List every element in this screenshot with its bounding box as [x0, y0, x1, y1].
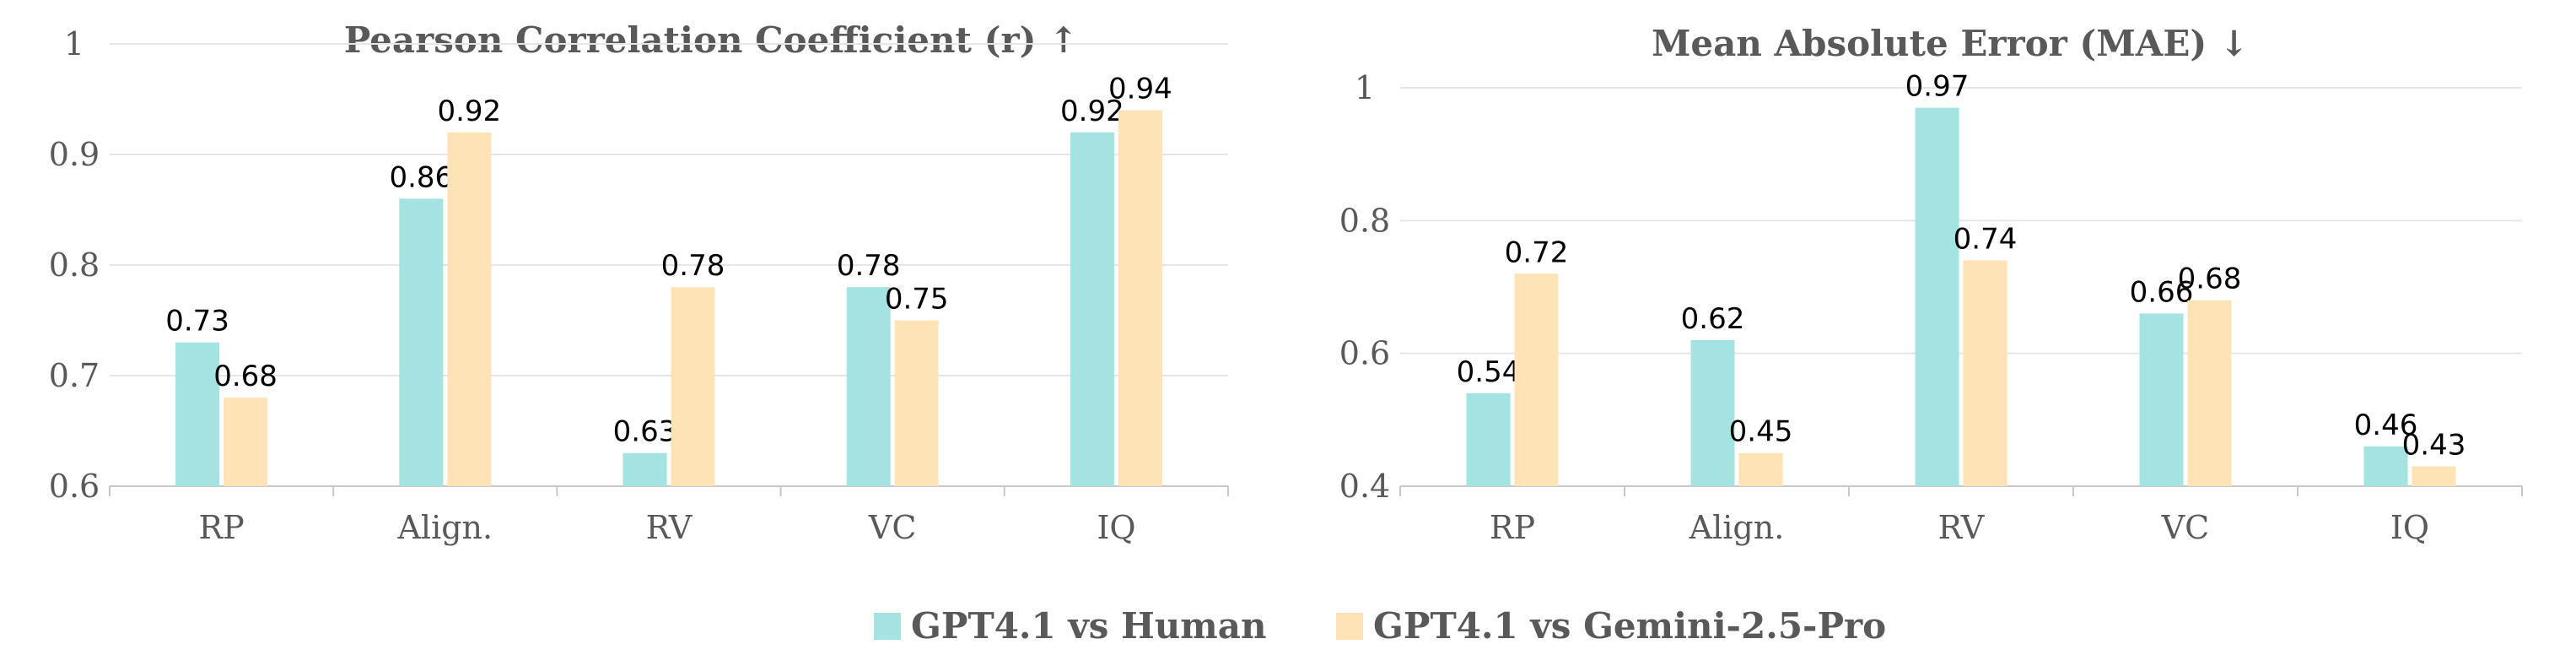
data-label: 0.63 [613, 415, 677, 449]
bar-gpt-vs-human [846, 287, 891, 486]
data-label: 0.92 [1060, 95, 1124, 128]
data-label: 0.78 [661, 249, 725, 283]
chart-1: Pearson Correlation Coefficient (r) ↑ 0.6… [49, 19, 1229, 546]
data-label: 0.62 [1681, 302, 1745, 336]
y-tick-label: 0.4 [1339, 468, 1390, 505]
bar-gpt-vs-human [622, 452, 667, 486]
data-label: 0.68 [2178, 263, 2242, 296]
y-tick-label: 0.6 [49, 468, 100, 505]
data-label: 0.43 [2402, 428, 2466, 462]
category-label: Align. [1689, 509, 1785, 546]
bar-gpt-vs-gemini [2187, 300, 2232, 486]
y-tick-label: 0.7 [49, 357, 100, 394]
bar-gpt-vs-human [2363, 446, 2408, 486]
legend-swatch [1336, 613, 1363, 640]
data-label: 0.92 [437, 95, 501, 128]
bar-gpt-vs-gemini [447, 132, 492, 487]
chart-title: Pearson Correlation Coefficient (r) ↑ [344, 19, 1079, 61]
bar-gpt-vs-human [1915, 107, 1959, 486]
data-label: 0.66 [2130, 275, 2194, 309]
data-label: 0.74 [1954, 223, 2018, 257]
legend-label: GPT4.1 vs Gemini-2.5-Pro [1373, 605, 1886, 647]
chart-2: Mean Absolute Error (MAE) ↓ 0.4 0.6 0.8 1 RP 0… [1339, 23, 2523, 546]
category-label: RP [199, 509, 245, 546]
bar-gpt-vs-human [399, 198, 444, 486]
category-label: Align. [396, 509, 493, 546]
data-label: 0.72 [1505, 235, 1569, 269]
data-label: 0.46 [2354, 409, 2418, 442]
bar-gpt-vs-human [2139, 313, 2184, 486]
bar-gpt-vs-gemini [894, 320, 939, 486]
y-tick-label: 0.6 [1339, 335, 1390, 372]
legend-label: GPT4.1 vs Human [911, 605, 1266, 647]
category-label: IQ [2390, 509, 2429, 546]
legend: GPT4.1 vs Human GPT4.1 vs Gemini-2.5-Pro [874, 605, 1886, 647]
data-label: 0.78 [837, 249, 901, 283]
data-label: 0.68 [213, 360, 278, 393]
y-tick-label: 0.9 [49, 136, 100, 173]
bar-gpt-vs-gemini [224, 398, 268, 486]
category-label: VC [2161, 509, 2210, 546]
legend-swatch [874, 613, 901, 640]
bar-gpt-vs-gemini [1514, 273, 1559, 486]
category-label: RV [646, 509, 693, 546]
y-tick-label: 1 [1355, 69, 1375, 106]
data-label: 0.97 [1905, 70, 1970, 104]
category-label: RV [1938, 509, 1985, 546]
category-label: RP [1490, 509, 1535, 546]
data-label: 0.86 [389, 160, 453, 194]
bar-gpt-vs-gemini [2412, 466, 2456, 486]
data-label: 0.45 [1729, 415, 1793, 449]
category-label: IQ [1097, 509, 1135, 546]
y-tick-label: 0.8 [1339, 202, 1390, 239]
y-tick-label: 1 [64, 25, 84, 62]
data-label: 0.73 [165, 305, 229, 338]
bar-gpt-vs-human [1070, 132, 1114, 487]
bar-gpt-vs-human [1466, 392, 1511, 486]
y-tick-label: 0.8 [49, 246, 100, 284]
data-label: 0.54 [1457, 355, 1521, 389]
bar-gpt-vs-human [1690, 339, 1735, 486]
bar-gpt-vs-gemini [1738, 452, 1783, 486]
category-label: VC [868, 509, 917, 546]
data-label: 0.75 [885, 283, 949, 317]
bar-gpt-vs-gemini [671, 287, 715, 486]
chart-title: Mean Absolute Error (MAE) ↓ [1652, 23, 2249, 64]
bar-gpt-vs-human [175, 342, 220, 486]
bar-gpt-vs-gemini [1118, 110, 1162, 486]
data-label: 0.94 [1108, 73, 1172, 106]
bar-gpt-vs-gemini [1963, 260, 2007, 486]
